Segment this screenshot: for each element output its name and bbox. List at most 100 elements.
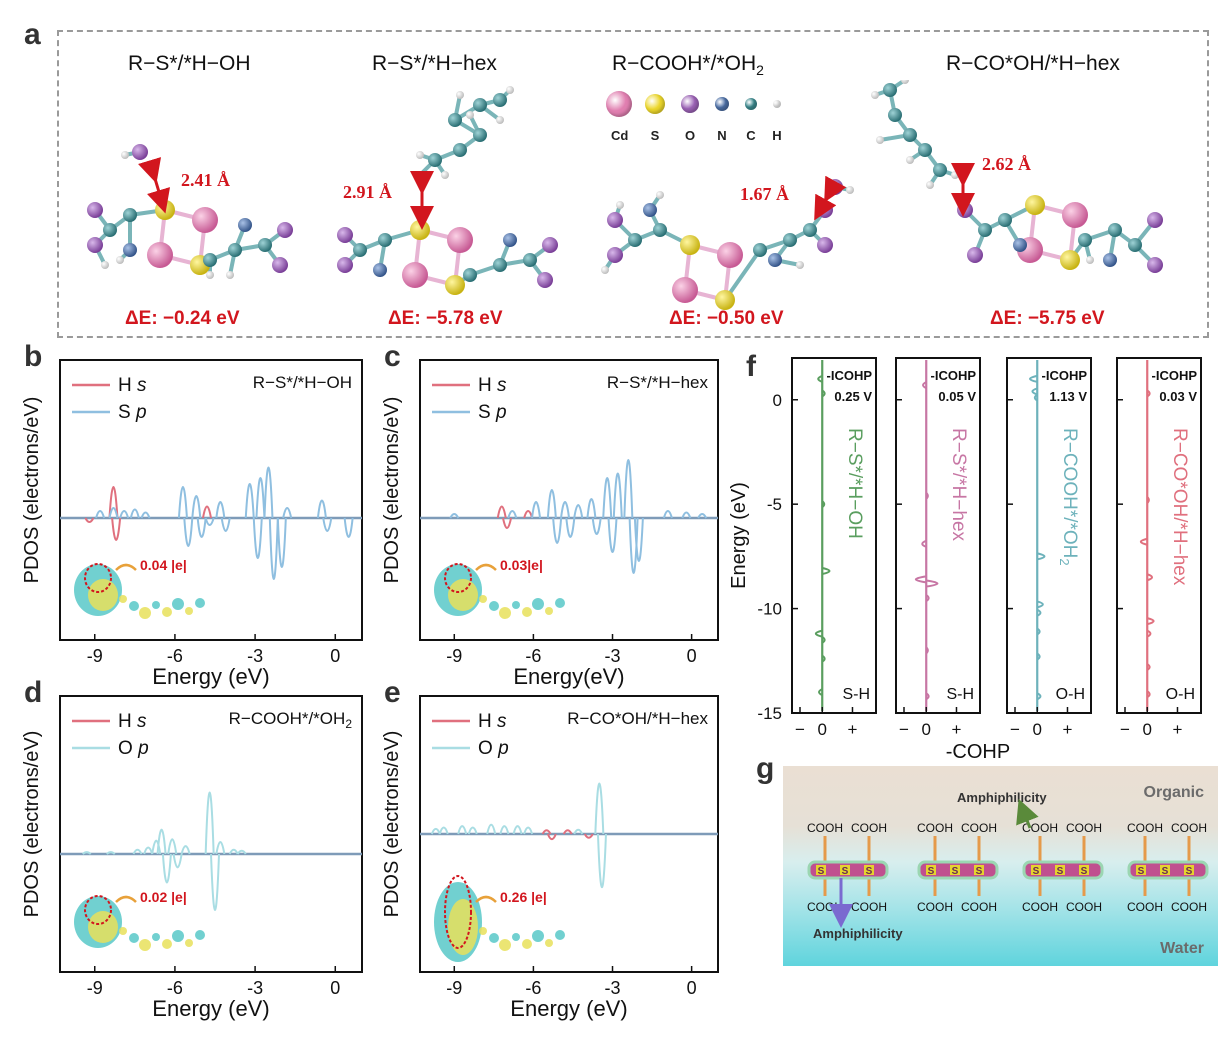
pdos-peak [167, 838, 178, 855]
pdos-peak [546, 489, 557, 519]
atom-c [473, 98, 487, 112]
cohp-panel-1: −0 + -ICOHP 0.25 V S-H R−S*/*H−OH [791, 357, 877, 739]
pdos-peak [228, 848, 239, 855]
pdos-peak [562, 829, 573, 835]
pdos-peak [95, 510, 106, 519]
pdos-peak [633, 517, 644, 562]
atom-h [496, 116, 504, 124]
bond-label: O-H [1056, 686, 1085, 703]
cohp-peak [1146, 573, 1154, 582]
pdos-peak [612, 472, 623, 519]
pdos-peak [106, 851, 116, 855]
atom-o [277, 222, 293, 238]
cohp-peak [1146, 663, 1151, 671]
charge-transfer-label: 0.04 |e| [140, 557, 187, 573]
cohp-frame [895, 357, 981, 714]
atom-c [453, 143, 467, 157]
x-tick-label: 0 [330, 646, 340, 666]
cohp-peak [1037, 552, 1046, 561]
cohp-series-name-sub: 2 [1057, 558, 1072, 565]
atom-c [103, 223, 117, 237]
pdos-panel-d: -9 -6 -3 0 Energy (eV) PDOS (electrons/eV) R−C… [21, 695, 363, 1021]
density-lobe [522, 607, 532, 617]
atom-o [542, 237, 558, 253]
density-lobe [499, 939, 511, 951]
atom-c [628, 233, 642, 247]
density-lobe [129, 601, 139, 611]
cohp-frame [1116, 357, 1202, 714]
atom-legend-label: O [684, 128, 696, 143]
icohp-value: 0.03 V [1159, 389, 1197, 404]
pdos-peak [546, 833, 557, 841]
molecule [87, 144, 293, 279]
icohp-value: 0.25 V [834, 389, 872, 404]
energy-label-2: ΔE: −5.78 eV [388, 308, 503, 329]
atom-h [951, 171, 959, 179]
bond-label: S-H [842, 686, 870, 703]
sulfur-site [1136, 865, 1146, 875]
atom-o [87, 202, 103, 218]
cohp-frame [1006, 357, 1092, 714]
icohp-value: 1.13 V [1049, 389, 1087, 404]
ligand-unit: S S S COOH COOH COOH COOH [1127, 821, 1209, 914]
panel-a-frame [57, 30, 1209, 338]
atom-c [473, 128, 487, 142]
ligand-unit: S S S COOH COOH COOH COOH [917, 821, 999, 914]
icohp-label: -ICOHP [931, 368, 977, 383]
sulfur-label: S [818, 866, 825, 877]
charge-density-inset: 0.03|e| [434, 557, 565, 619]
pdos-peak [602, 477, 613, 519]
atom-legend-label: C [746, 128, 756, 143]
density-lobe [152, 601, 160, 609]
pdos-title: R−COOH*/*OH2 [229, 709, 353, 731]
cohp-peak [1029, 374, 1038, 383]
molecule [871, 80, 1163, 273]
legend-label: H s [118, 375, 147, 396]
sulfur-site [1160, 865, 1170, 875]
pdos-title: R−S*/*H−OH [253, 373, 352, 392]
cohp-panel-4: −0 + -ICOHP 0.03 V O-H R−CO*OH/*H−hex [1116, 357, 1202, 739]
sulfur-label: S [866, 866, 873, 877]
pdos-peak [623, 459, 634, 519]
distance-label-4: 2.62 Å [982, 154, 1031, 174]
highlight-circle [444, 563, 472, 593]
cohp-peak [1146, 690, 1151, 699]
density-lobe [532, 930, 544, 942]
charge-transfer-label: 0.26 |e| [500, 889, 547, 905]
atom-n [643, 203, 657, 217]
cohp-peak [1146, 389, 1151, 398]
density-lobe [512, 601, 520, 609]
atom-o [817, 202, 833, 218]
cohp-panel-3: −0 + -ICOHP 1.13 V O-H R−COOH*/*OH2 [1006, 357, 1092, 739]
cohp-peak [925, 594, 930, 602]
atom-legend-label: S [650, 128, 660, 143]
cohp-panel-2: −0 + -ICOHP 0.05 V S-H R−S*/*H−hex [895, 357, 981, 739]
atom-h [616, 201, 624, 209]
cohp-peak [1147, 617, 1155, 626]
cohp-series-name: R−COOH*/*OH2 [1057, 428, 1080, 566]
x-tick-label: 0 [1033, 720, 1042, 739]
pdos-peak [204, 517, 215, 526]
cooh-label: COOH [1066, 900, 1102, 914]
legend-orbital: s [137, 711, 147, 732]
density-lobe [152, 933, 160, 941]
pdos-peak [108, 486, 119, 519]
amphiphilicity-bottom-label: Amphiphilicity [813, 926, 903, 941]
pdos-peak [586, 498, 597, 519]
cohp-peak [814, 629, 823, 638]
atom-o [132, 144, 148, 160]
panel-label-a: a [24, 18, 41, 51]
pdos-panel-e: -9 -6 -3 0 Energy (eV) PDOS (electrons/eV) R−C… [381, 695, 719, 1021]
atom-h [876, 136, 884, 144]
atom-s [1060, 250, 1080, 270]
cohp-series-name: R−CO*OH/*H−hex [1169, 428, 1190, 586]
y-tick-label: 0 [773, 391, 782, 410]
atom-h [601, 266, 609, 274]
sulfur-site [950, 865, 960, 875]
atom-c [123, 208, 137, 222]
charge-density-inset: 0.04 |e| [74, 557, 205, 619]
atom-cd [717, 242, 743, 268]
atom-c [978, 223, 992, 237]
cohp-peak [925, 692, 930, 701]
cohp-frame [791, 357, 877, 714]
